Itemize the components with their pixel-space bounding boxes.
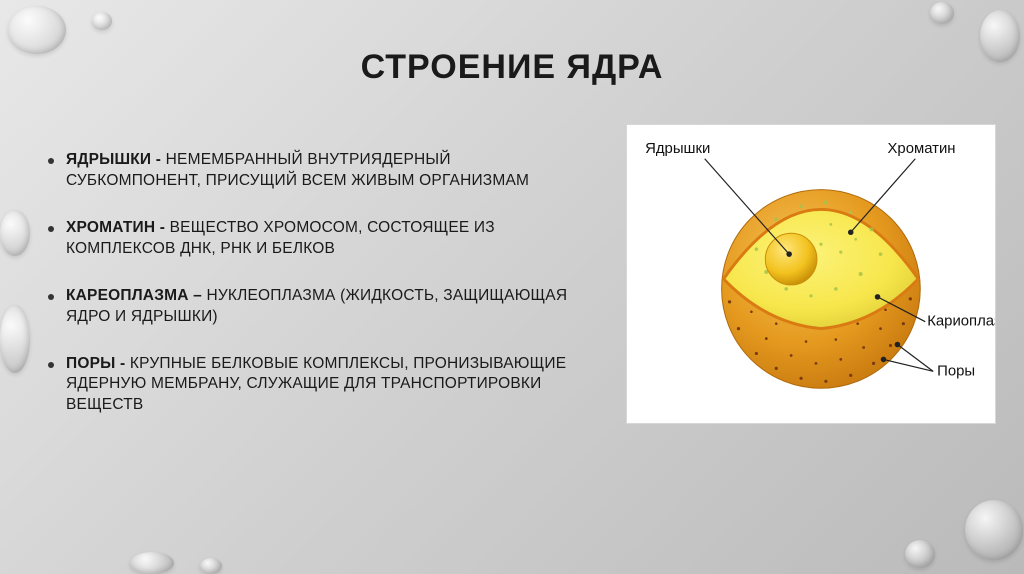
term: КАРЕОПЛАЗМА <box>66 287 189 304</box>
droplet <box>8 6 66 54</box>
term: ХРОМАТИН <box>66 219 155 236</box>
bullet-icon <box>48 158 54 164</box>
bullet-icon <box>48 294 54 300</box>
label-karyoplasm: Кариоплазма <box>927 314 995 330</box>
term: ПОРЫ <box>66 355 116 372</box>
droplet <box>130 552 174 574</box>
droplet <box>965 500 1023 560</box>
definitions-list: ЯДРЫШКИ - НЕМЕМБРАННЫЙ ВНУТРИЯДЕРНЫЙ СУБ… <box>48 150 568 442</box>
label-chromatin: Хроматин <box>887 141 955 157</box>
droplet <box>0 305 30 373</box>
list-item: ХРОМАТИН - ВЕЩЕСТВО ХРОМОСОМ, СОСТОЯЩЕЕ … <box>48 218 568 260</box>
separator: - <box>116 355 130 372</box>
list-item: КАРЕОПЛАЗМА – НУКЛЕОПЛАЗМА (ЖИДКОСТЬ, ЗА… <box>48 286 568 328</box>
droplet <box>0 210 30 256</box>
nucleolus <box>765 233 817 285</box>
label-nucleolus: Ядрышки <box>645 141 710 157</box>
bullet-icon <box>48 362 54 368</box>
nucleus-svg: Ядрышки Хроматин Кариоплазма Поры <box>627 125 995 423</box>
term: ЯДРЫШКИ <box>66 151 151 168</box>
droplet <box>930 2 954 24</box>
droplet <box>92 12 112 30</box>
nucleus-diagram: Ядрышки Хроматин Кариоплазма Поры <box>626 124 996 424</box>
separator: - <box>155 219 169 236</box>
droplet <box>200 558 222 574</box>
separator: - <box>151 151 165 168</box>
definition: КРУПНЫЕ БЕЛКОВЫЕ КОМПЛЕКСЫ, ПРОНИЗЫВАЮЩИ… <box>66 355 566 414</box>
page-title: СТРОЕНИЕ ЯДРА <box>0 48 1024 87</box>
label-pores: Поры <box>937 363 975 379</box>
droplet <box>905 540 935 568</box>
separator: – <box>189 287 207 304</box>
list-item: ПОРЫ - КРУПНЫЕ БЕЛКОВЫЕ КОМПЛЕКСЫ, ПРОНИ… <box>48 354 568 417</box>
list-item: ЯДРЫШКИ - НЕМЕМБРАННЫЙ ВНУТРИЯДЕРНЫЙ СУБ… <box>48 150 568 192</box>
bullet-icon <box>48 226 54 232</box>
